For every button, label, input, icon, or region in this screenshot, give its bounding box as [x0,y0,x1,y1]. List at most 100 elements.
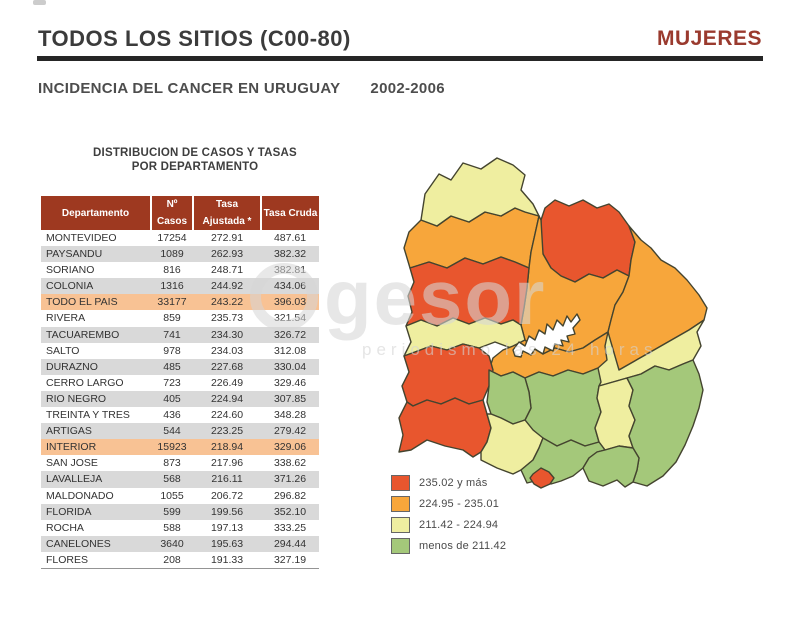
cell-adjusted-rate: 248.71 [193,262,261,279]
table-caption-line1: DISTRIBUCION DE CASOS Y TASAS [93,147,297,159]
cell-department: INTERIOR [41,439,151,456]
cell-adjusted-rate: 218.94 [193,439,261,456]
cell-department: TACUAREMBO [41,326,151,343]
cell-adjusted-rate: 244.92 [193,278,261,295]
gender-label: MUJERES [656,27,762,50]
cell-adjusted-rate: 234.03 [193,342,261,359]
uruguay-choropleth-map [398,157,708,489]
cell-adjusted-rate: 199.56 [193,503,261,520]
table-caption: DISTRIBUCION DE CASOS Y TASAS POR DEPART… [60,146,330,174]
cell-cases: 568 [151,471,193,488]
col-header-tasa-ajustada: Tasa Ajustada * [192,196,261,230]
table-row: MONTEVIDEO 17254 272.91 487.61 [41,230,319,247]
cell-crude-rate: 371.26 [261,471,319,488]
map-maldonado [582,445,640,488]
cell-crude-rate: 396.03 [261,294,319,311]
cell-department: DURAZNO [41,358,151,375]
cell-cases: 741 [151,326,193,343]
legend-label: 235.02 y más [419,476,488,489]
map-soriano [401,343,494,407]
cell-adjusted-rate: 191.33 [193,551,261,569]
cell-crude-rate: 382.32 [261,246,319,263]
cell-department: TREINTA Y TRES [41,407,151,424]
cell-adjusted-rate: 226.49 [193,374,261,391]
cell-department: SORIANO [41,262,151,279]
cell-crude-rate: 327.19 [261,551,319,569]
cell-cases: 588 [151,519,193,536]
cell-adjusted-rate: 216.11 [193,471,261,488]
title-divider [37,56,763,61]
cell-cases: 859 [151,310,193,327]
cell-crude-rate: 487.61 [261,230,319,247]
period-label: 2002-2006 [370,80,445,97]
cell-crude-rate: 326.72 [261,326,319,343]
cell-cases: 1316 [151,278,193,295]
cell-cases: 17254 [151,230,193,247]
cell-cases: 3640 [151,535,193,552]
cell-cases: 544 [151,423,193,440]
table-row: CANELONES 3640 195.63 294.44 [41,535,319,552]
cell-adjusted-rate: 227.68 [193,358,261,375]
map-legend: 235.02 y más 224.95 - 235.01 211.42 - 224.… [391,472,506,556]
cell-crude-rate: 333.25 [261,519,319,536]
table-row: RIO NEGRO 405 224.94 307.85 [41,390,319,408]
cell-crude-rate: 352.10 [261,503,319,520]
table-row: FLORIDA 599 199.56 352.10 [41,503,319,520]
cell-adjusted-rate: 272.91 [193,230,261,247]
table-row: RIVERA 859 235.73 321.54 [41,310,319,327]
table-caption-line2: POR DEPARTAMENTO [131,161,259,173]
cell-cases: 978 [151,342,193,359]
cell-crude-rate: 382.81 [261,262,319,279]
cell-adjusted-rate: 224.60 [193,407,261,424]
cell-department: MONTEVIDEO [41,230,151,247]
cell-adjusted-rate: 217.96 [193,455,261,472]
cell-crude-rate: 330.04 [261,358,319,375]
scan-artifact [33,0,46,5]
cell-cases: 436 [151,407,193,424]
map-montevideo [529,467,555,489]
cell-department: COLONIA [41,278,151,295]
cell-crude-rate: 294.44 [261,535,319,552]
cell-department: FLORIDA [41,503,151,520]
cell-cases: 15923 [151,439,193,456]
cell-crude-rate: 279.42 [261,423,319,440]
legend-item: 235.02 y más [391,472,506,493]
lake-rincon-del-bonete [512,313,581,358]
cases-rates-table: Departamento Nº Casos Tasa Ajustada * Ta… [41,196,319,569]
cell-cases: 816 [151,262,193,279]
map-lavalleja [594,377,636,451]
cell-adjusted-rate: 243.22 [193,294,261,311]
cell-adjusted-rate: 223.25 [193,423,261,440]
legend-swatch [391,516,410,533]
cell-department: LAVALLEJA [41,471,151,488]
table-row: COLONIA 1316 244.92 434.06 [41,278,319,295]
subtitle-text: INCIDENCIA DEL CANCER EN URUGUAY [38,80,341,97]
legend-item: menos de 211.42 [391,535,506,556]
table-row: ARTIGAS 544 223.25 279.42 [41,423,319,440]
cell-cases: 1055 [151,487,193,504]
legend-swatch [391,474,410,491]
map-rivera [540,199,636,283]
cell-adjusted-rate: 195.63 [193,535,261,552]
cell-adjusted-rate: 206.72 [193,487,261,504]
legend-label: menos de 211.42 [419,539,507,552]
cell-adjusted-rate: 235.73 [193,310,261,327]
cell-adjusted-rate: 224.94 [193,390,261,408]
table-row: TODO EL PAIS 33177 243.22 396.03 [41,294,319,311]
cell-department: TODO EL PAIS [41,294,151,311]
col-header-casos: Nº Casos [150,196,193,230]
cell-department: RIO NEGRO [41,390,151,408]
cell-crude-rate: 312.08 [261,342,319,359]
cell-cases: 723 [151,374,193,391]
cell-adjusted-rate: 234.30 [193,326,261,343]
cell-department: RIVERA [41,310,151,327]
table-row: FLORES 208 191.33 327.19 [41,551,319,569]
cell-department: ROCHA [41,519,151,536]
col-header-departamento: Departamento [41,196,151,230]
cell-cases: 485 [151,358,193,375]
col-header-tasa-cruda: Tasa Cruda [260,196,319,230]
cell-adjusted-rate: 197.13 [193,519,261,536]
report-subtitle: INCIDENCIA DEL CANCER EN URUGUAY 2002-200… [38,80,445,97]
cell-crude-rate: 321.54 [261,310,319,327]
